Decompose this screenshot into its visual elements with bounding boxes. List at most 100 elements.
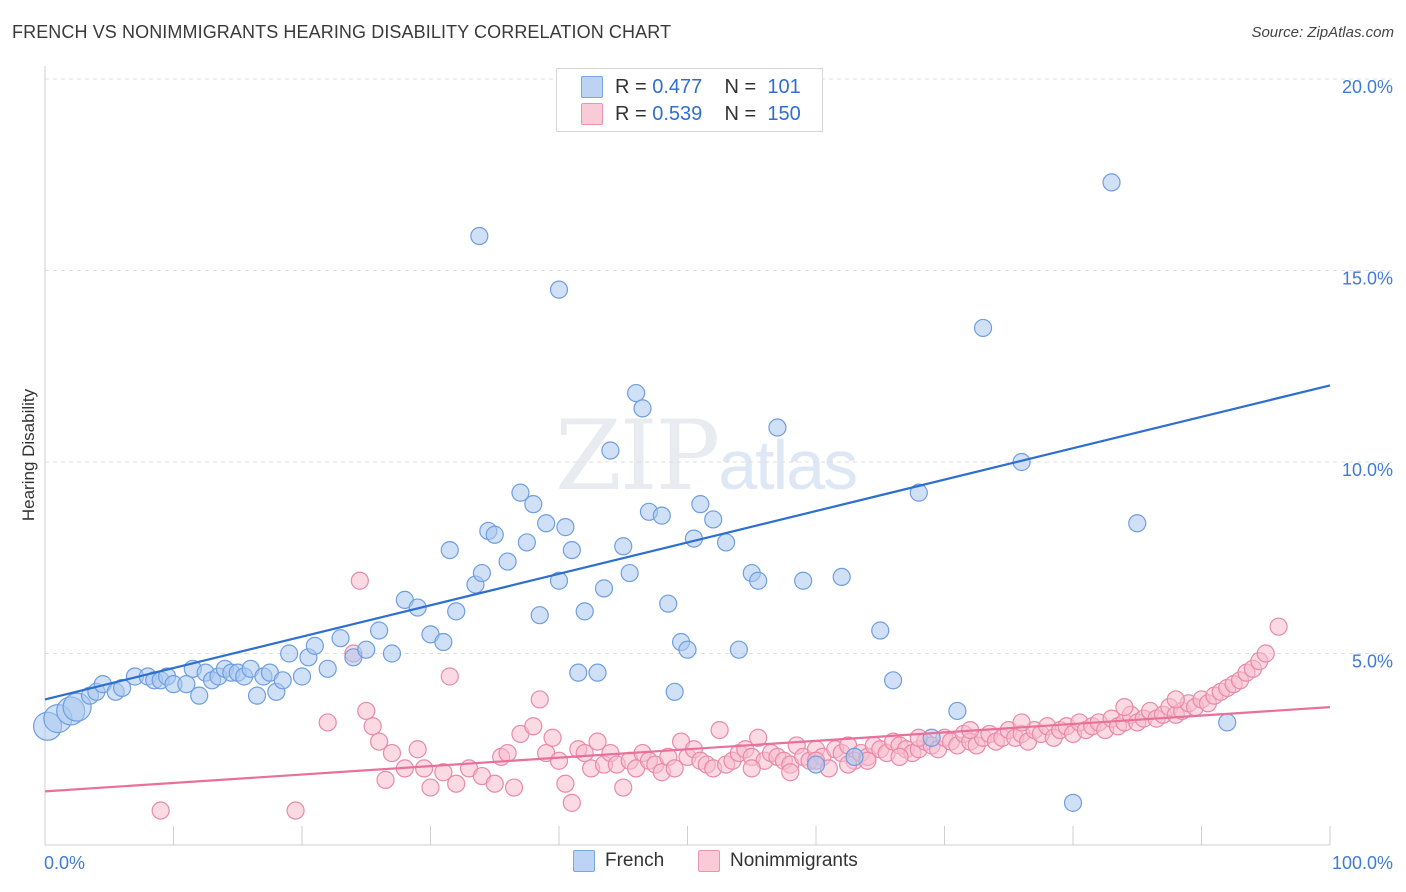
nonimmigrants-point bbox=[421, 778, 440, 797]
french-point bbox=[357, 640, 376, 659]
french-point bbox=[594, 579, 614, 598]
french-point bbox=[382, 644, 402, 663]
nonimmigrants-point bbox=[588, 732, 607, 751]
french-point bbox=[517, 533, 536, 552]
y-tick-label: 15.0% bbox=[1342, 269, 1393, 289]
french-point bbox=[575, 602, 594, 621]
nonimmigrants-point bbox=[485, 774, 504, 793]
french-point bbox=[588, 663, 607, 682]
french-point bbox=[177, 675, 196, 694]
french-swatch-icon bbox=[573, 850, 595, 872]
watermark-zip: ZIP bbox=[555, 400, 720, 512]
nonimmigrants-point bbox=[382, 743, 402, 763]
legend-row-nonimmigrants: R = 0.539 N = 150 bbox=[581, 101, 801, 127]
french-point bbox=[909, 483, 928, 502]
watermark-atlas: atlas bbox=[718, 426, 858, 504]
nonimmigrants-swatch-icon bbox=[581, 103, 603, 125]
x-tick-label: 100.0% bbox=[1332, 853, 1393, 873]
french-point bbox=[549, 571, 569, 590]
nonimmigrants-point bbox=[543, 728, 562, 747]
y-tick-label: 20.0% bbox=[1342, 77, 1393, 97]
legend-n-label: N = bbox=[724, 75, 757, 98]
nonimmigrants-point bbox=[286, 801, 305, 820]
nonimmigrants-point bbox=[504, 778, 524, 797]
french-point bbox=[691, 495, 710, 514]
stats-legend: R = 0.477 N = 101 R = 0.539 N = 150 bbox=[556, 68, 823, 132]
french-point bbox=[511, 483, 530, 502]
french-point bbox=[549, 280, 569, 299]
nonimmigrants-point bbox=[408, 740, 427, 759]
french-point bbox=[498, 552, 517, 571]
french-point bbox=[704, 510, 723, 529]
french-point bbox=[370, 621, 389, 640]
french-point bbox=[447, 602, 466, 621]
nonimmigrants-point bbox=[749, 728, 768, 747]
legend-n-label: N = bbox=[724, 102, 757, 125]
nonimmigrants-point bbox=[1115, 698, 1134, 717]
bottom-legend-french-label: French bbox=[605, 850, 665, 871]
french-swatch-icon bbox=[581, 76, 603, 98]
french-point bbox=[620, 563, 639, 583]
nonimmigrants-point bbox=[524, 717, 543, 736]
nonimmigrants-point bbox=[1269, 617, 1288, 636]
french-point bbox=[614, 537, 633, 556]
legend-french-r: 0.477 bbox=[652, 75, 703, 98]
nonimmigrants-point bbox=[781, 763, 800, 782]
french-point bbox=[280, 644, 299, 663]
y-tick-label: 5.0% bbox=[1352, 652, 1393, 672]
nonimmigrants-point bbox=[1166, 690, 1185, 709]
french-point bbox=[749, 571, 768, 590]
french-point bbox=[659, 594, 678, 613]
nonimmigrants-point bbox=[742, 759, 761, 778]
french-point bbox=[665, 682, 684, 701]
nonimmigrants-point bbox=[710, 720, 729, 740]
french-point bbox=[806, 755, 826, 774]
nonimmigrants-point bbox=[363, 717, 382, 736]
french-point bbox=[537, 514, 556, 533]
chart-title: FRENCH VS NONIMMIGRANTS HEARING DISABILI… bbox=[12, 22, 672, 42]
french-point bbox=[434, 632, 453, 652]
french-point bbox=[948, 701, 967, 721]
french-point bbox=[729, 640, 749, 659]
french-point bbox=[871, 621, 890, 640]
french-point bbox=[331, 629, 350, 648]
french-point bbox=[1102, 173, 1121, 192]
bottom-legend-nonimmigrants-label: Nonimmigrants bbox=[730, 850, 858, 871]
y-tick-label: 10.0% bbox=[1342, 460, 1393, 480]
french-point bbox=[973, 318, 993, 338]
nonimmigrants-point bbox=[151, 801, 170, 820]
french-point bbox=[652, 506, 671, 525]
bottom-legend-french[interactable]: French bbox=[573, 850, 664, 872]
nonimmigrants-point bbox=[562, 793, 581, 812]
french-trend-line bbox=[44, 384, 1331, 701]
french-point bbox=[524, 495, 543, 514]
bottom-legend-nonimmigrants[interactable]: Nonimmigrants bbox=[698, 850, 858, 872]
nonimmigrants-swatch-icon bbox=[698, 850, 720, 872]
nonimmigrants-point bbox=[376, 770, 395, 789]
french-point bbox=[292, 667, 312, 686]
legend-nonimmigrants-n: 150 bbox=[767, 102, 801, 125]
french-point bbox=[883, 671, 903, 690]
french-point bbox=[1218, 713, 1237, 732]
french-point bbox=[832, 567, 851, 587]
french-point bbox=[794, 571, 813, 590]
french-point bbox=[305, 636, 324, 655]
nonimmigrants-point bbox=[370, 732, 389, 751]
french-point bbox=[485, 525, 504, 544]
french-point bbox=[601, 441, 620, 460]
french-point bbox=[273, 671, 292, 690]
legend-row-french: R = 0.477 N = 101 bbox=[581, 74, 801, 100]
source-note: Source: ZipAtlas.com bbox=[1251, 24, 1394, 41]
french-point bbox=[556, 518, 575, 537]
nonimmigrants-point bbox=[614, 778, 633, 797]
french-point bbox=[472, 563, 491, 583]
legend-r-label: R = bbox=[615, 102, 647, 125]
nonimmigrants-trend-line bbox=[44, 706, 1331, 793]
french-point bbox=[633, 399, 652, 418]
watermark: ZIPatlas bbox=[555, 400, 858, 512]
french-point bbox=[112, 678, 132, 698]
nonimmigrants-point bbox=[318, 713, 337, 732]
french-point bbox=[1063, 793, 1083, 812]
nonimmigrants-point bbox=[530, 690, 549, 709]
